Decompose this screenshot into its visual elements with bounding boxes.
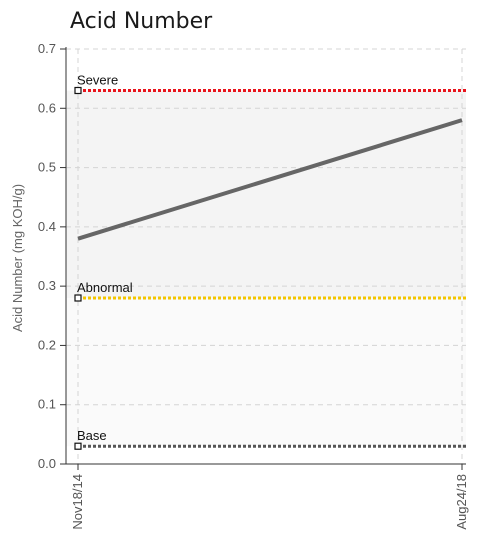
y-tick-label-1: 0.1 <box>38 397 56 412</box>
axes <box>65 47 466 465</box>
grid-lines <box>66 48 466 464</box>
y-tick-label-3: 0.3 <box>38 278 56 293</box>
threshold-label-severe: Severe <box>77 73 118 88</box>
y-axis-label: Acid Number (mg KOH/g) <box>10 184 25 332</box>
threshold-label-abnormal: Abnormal <box>77 280 133 295</box>
threshold-lines: Severe Abnormal Base <box>74 73 466 450</box>
y-tick-label-2: 0.2 <box>38 337 56 352</box>
threshold-label-base: Base <box>77 428 107 443</box>
x-tick-label-1: Aug24/18 <box>454 474 469 530</box>
threshold-bands <box>66 90 466 447</box>
threshold-marker-severe <box>74 86 82 95</box>
band-1 <box>66 90 466 298</box>
y-axis-ticks: 0.0 0.1 0.2 0.3 0.4 0.5 0.6 0.7 <box>38 41 66 471</box>
threshold-marker-abnormal <box>74 294 82 302</box>
x-axis-ticks: Nov18/14 Aug24/18 <box>70 464 469 530</box>
band-0 <box>66 298 466 447</box>
y-tick-label-6: 0.6 <box>38 100 56 115</box>
threshold-marker-base <box>74 442 82 450</box>
y-tick-label-4: 0.4 <box>38 219 56 234</box>
y-tick-label-0: 0.0 <box>38 456 56 471</box>
x-tick-label-0: Nov18/14 <box>70 474 85 530</box>
y-tick-label-5: 0.5 <box>38 160 56 175</box>
chart-title: Acid Number <box>70 9 213 34</box>
y-tick-label-7: 0.7 <box>38 41 56 56</box>
series-line-0 <box>77 118 463 241</box>
series-lines <box>77 118 463 241</box>
